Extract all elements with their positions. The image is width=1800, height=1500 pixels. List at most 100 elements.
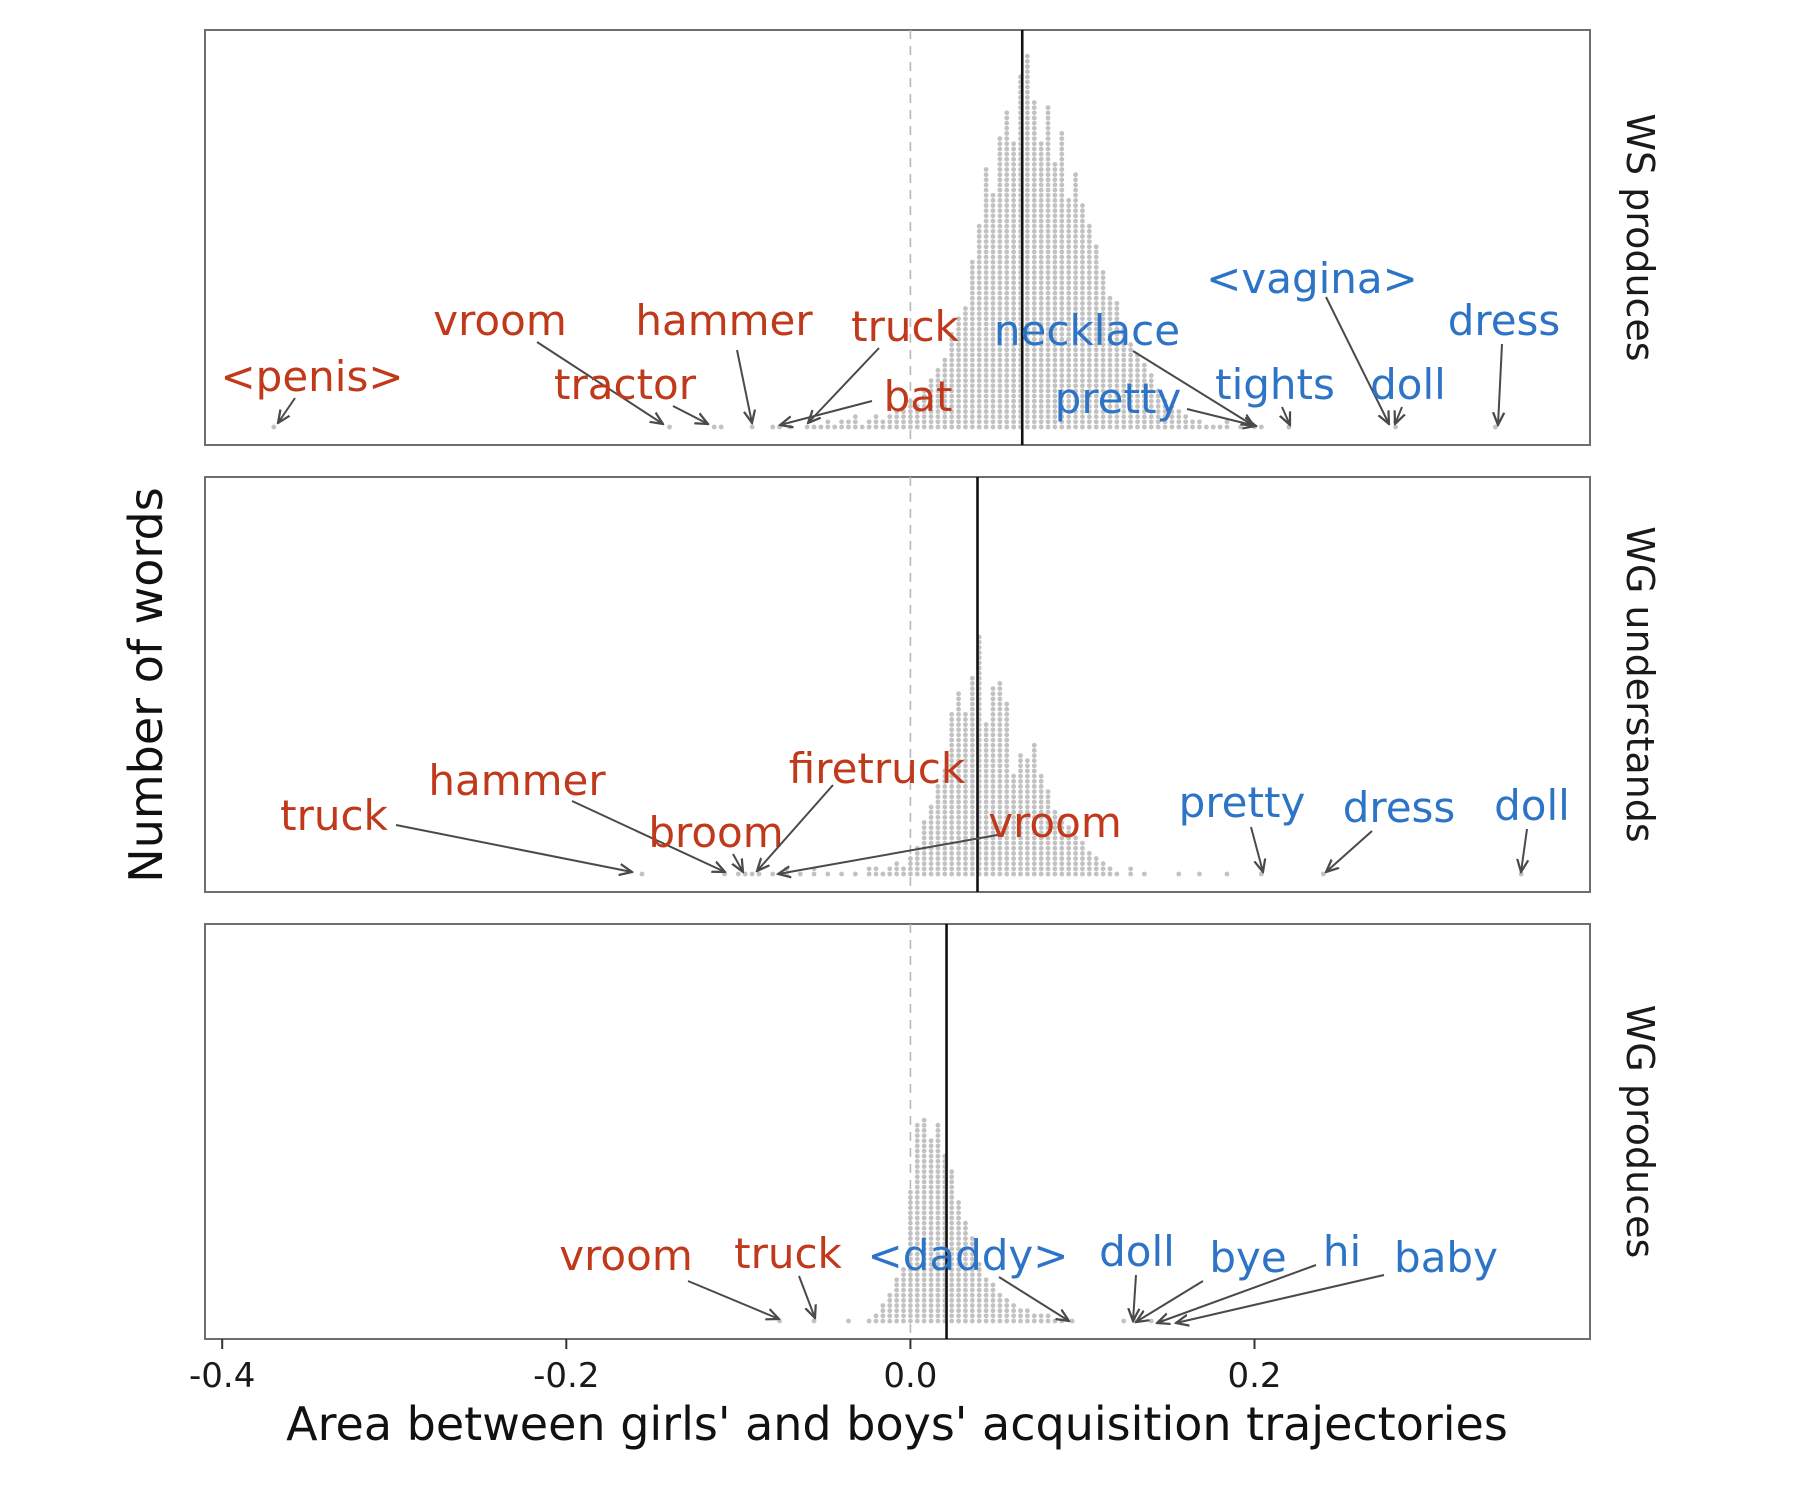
word-dot [1093,871,1099,877]
word-dot [1018,835,1023,841]
word-dot [1024,835,1030,841]
word-dot [1073,239,1078,245]
word-dot [997,840,1003,846]
word-dot [1031,373,1037,378]
word-dot [1004,1308,1010,1314]
word-label: <daddy> [868,1231,1069,1280]
word-label: doll [1099,1227,1175,1276]
word-dot [935,424,941,430]
word-dot [928,830,934,836]
word-label: hammer [635,296,813,345]
word-dot [969,737,975,743]
word-dot [1107,388,1113,394]
word-dot [990,840,996,846]
word-dot [894,1287,900,1293]
word-dot [921,1164,927,1169]
word-dot [969,691,975,697]
word-dot [1080,259,1085,265]
word-dot [1038,373,1044,378]
word-dot [1059,270,1065,275]
word-dot [866,871,872,877]
word-dot [908,1282,913,1288]
word-dot [832,424,838,430]
word-dot [1045,131,1051,136]
word-dot [1045,146,1051,152]
word-dot [914,1210,920,1216]
word-dot [1073,331,1078,337]
word-dot [1024,331,1030,337]
word-dot [1038,794,1044,800]
word-dot [1073,409,1078,414]
word-dot [1031,814,1037,820]
word-dot [1080,331,1085,337]
word-dot [997,1318,1003,1324]
word-dot [928,398,934,404]
word-dot [949,373,955,378]
label-arrow [672,405,708,424]
word-dot [914,1256,920,1262]
word-dot [1393,424,1398,430]
word-dot [914,1138,920,1144]
word-dot [914,1251,920,1257]
word-dot [1052,424,1058,430]
word-dot [908,414,913,420]
word-dot [1045,845,1051,851]
word-dot [1004,182,1010,188]
word-dot [969,784,975,789]
word-dot [928,378,934,384]
word-dot [1073,254,1078,260]
word-dot [866,419,872,425]
word-dot [1011,326,1017,332]
word-dot [921,856,927,861]
word-dot [963,773,968,779]
word-dot [1210,424,1216,430]
word-dot [1004,784,1010,789]
word-dot [1176,871,1182,877]
word-dot [997,285,1003,291]
word-dot [969,732,975,738]
word-dot [1066,357,1072,363]
word-dot [1031,311,1037,317]
word-dot [949,773,955,779]
word-dot [894,1303,900,1308]
word-dot [928,1138,934,1144]
word-dot [1031,404,1037,409]
word-dot [963,1282,968,1288]
word-dot [1100,275,1106,281]
word-dot [1031,861,1037,867]
word-dot [956,414,961,420]
word-dot [1155,414,1161,420]
word-dot [935,1225,941,1231]
word-dot [983,208,989,214]
word-dot [1052,820,1058,825]
word-dot [1004,845,1010,851]
word-dot [1073,414,1078,420]
word-dot [997,290,1003,296]
word-dot [1052,264,1058,270]
word-dot [990,398,996,404]
word-dot [901,1318,906,1324]
panel-frame-ws-produces [204,29,1591,446]
word-dot [1004,249,1010,255]
word-dot [1011,156,1017,162]
word-dot [956,1292,961,1298]
word-dot [949,331,955,337]
word-dot [935,825,941,831]
word-dot [1059,835,1065,841]
word-dot [990,373,996,378]
word-dot [894,1277,900,1283]
word-dot [1052,331,1058,337]
word-dot [1080,861,1085,867]
word-dot [1004,789,1010,794]
word-dot [1045,234,1051,239]
word-dot [1045,316,1051,322]
word-dot [1086,871,1092,877]
word-dot [997,141,1003,147]
word-dot [928,1179,934,1185]
word-dot [1100,270,1106,275]
word-dot [1004,820,1010,825]
word-label: hi [1323,1227,1361,1276]
word-dot [1031,290,1037,296]
word-dot [1176,414,1182,420]
word-dot [990,696,996,702]
